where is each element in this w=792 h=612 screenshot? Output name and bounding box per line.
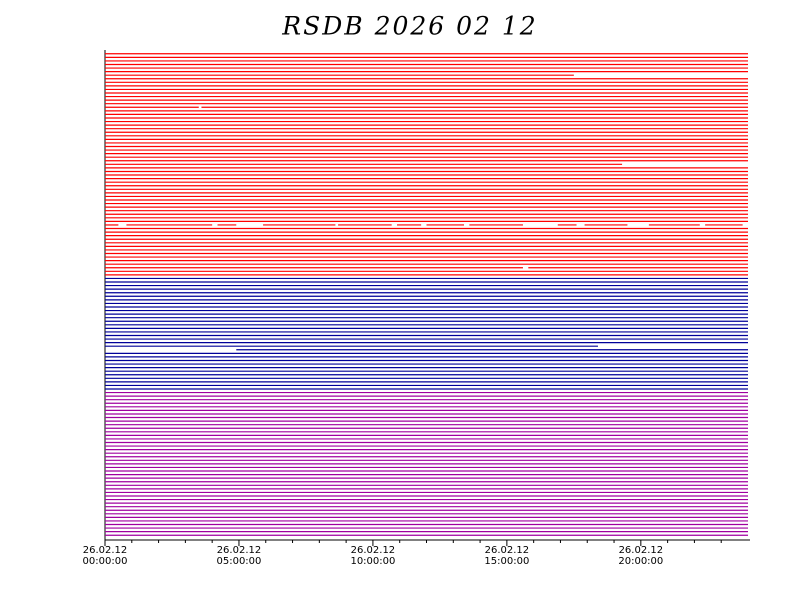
x-tick-label: 26.02.12 20:00:00 bbox=[618, 545, 663, 567]
chart-title: RSDB 2026 02 12 bbox=[281, 12, 537, 41]
x-tick-label: 26.02.12 00:00:00 bbox=[83, 545, 128, 567]
x-tick-label: 26.02.12 15:00:00 bbox=[484, 545, 529, 567]
x-tick-label: 26.02.12 10:00:00 bbox=[350, 545, 395, 567]
x-tick-label: 26.02.12 05:00:00 bbox=[216, 545, 261, 567]
